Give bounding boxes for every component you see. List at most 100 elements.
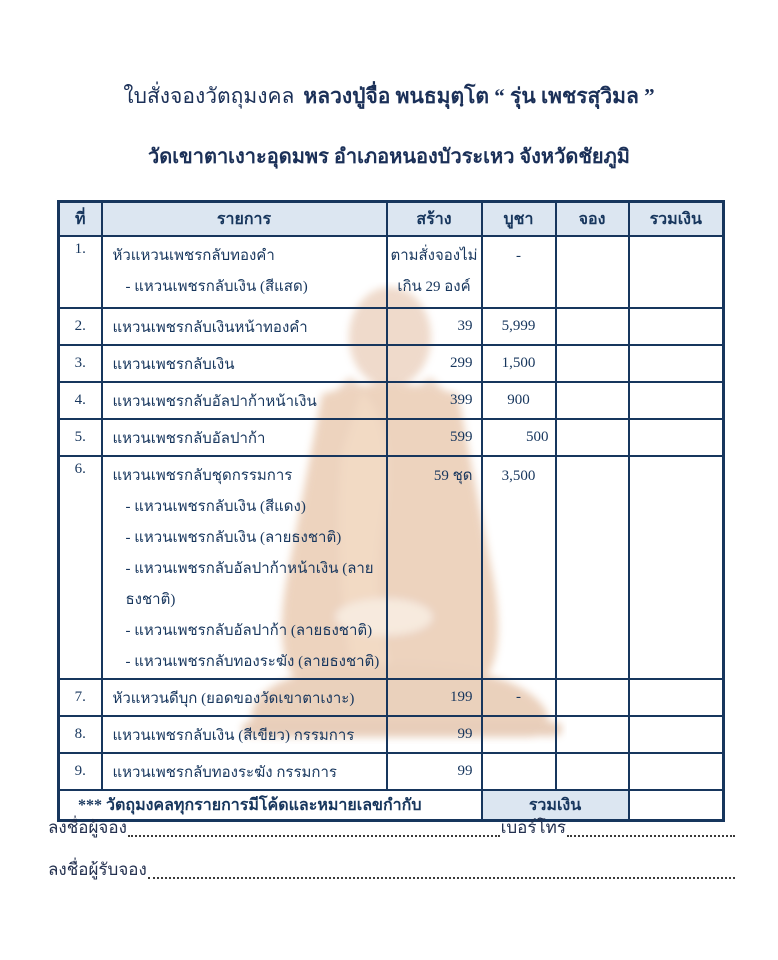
bucha-cell: 3,500	[480, 455, 557, 680]
bucha-value	[480, 752, 557, 791]
bucha-value: 500	[480, 418, 557, 457]
col-header-jong: จอง	[554, 200, 630, 237]
grand-total-label: รวมเงิน	[480, 789, 630, 822]
jong-cell	[554, 455, 630, 680]
item-label: หัวแหวนดีบุก (ยอดของวัดเขาตาเงาะ)	[100, 678, 388, 717]
jong-cell	[554, 418, 630, 457]
item-label: แหวนเพชรกลับเงิน (สีเขียว) กรรมการ	[100, 715, 388, 754]
total-cell	[627, 235, 725, 309]
col-header-no: ที่	[57, 200, 103, 237]
receiver-signature-label: ลงชื่อผู้รับจอง	[48, 860, 147, 879]
item-sub-label: - แหวนเพชรกลับเงิน (สีแดง)	[125, 499, 306, 515]
total-cell	[627, 381, 725, 420]
form-title-block: ใบสั่งจองวัตถุมงคล หลวงปู่จื่อ พนธมุตฺโต …	[0, 80, 778, 172]
bucha-value: -	[480, 678, 557, 717]
made-value: 39	[385, 307, 483, 346]
bucha-value: 1,500	[480, 344, 557, 383]
jong-cell	[554, 381, 630, 420]
bucha-cell: -	[480, 235, 557, 309]
item-cell: หัวแหวนเพชรกลับทองคำ - แหวนเพชรกลับเงิน …	[100, 235, 388, 309]
footer-note: *** วัตถุมงคลทุกรายการมีโค้ดและหมายเลขกำ…	[57, 789, 483, 822]
row-number: 9.	[57, 752, 103, 791]
table-row: 7. หัวแหวนดีบุก (ยอดของวัดเขาตาเงาะ) 199…	[57, 678, 725, 717]
form-title-name: หลวงปู่จื่อ พนธมุตฺโต “ รุ่น เพชรสุวิมล …	[303, 84, 655, 108]
made-value: 299	[385, 344, 483, 383]
jong-cell	[554, 715, 630, 754]
item-cell: แหวนเพชรกลับชุดกรรมการ - แหวนเพชรกลับเงิ…	[100, 455, 388, 680]
table-row: 4. แหวนเพชรกลับอัลปาก้าหน้าเงิน 399 900	[57, 381, 725, 420]
col-header-item: รายการ	[100, 200, 388, 237]
jong-cell	[554, 752, 630, 791]
item-sub-label: - แหวนเพชรกลับทองระฆัง (ลายธงชาติ)	[125, 654, 380, 670]
row-number: 2.	[57, 307, 103, 346]
table-row: 2. แหวนเพชรกลับเงินหน้าทองคำ 39 5,999	[57, 307, 725, 346]
total-cell	[627, 752, 725, 791]
jong-cell	[554, 235, 630, 309]
col-header-bucha: บูชา	[480, 200, 557, 237]
row-number: 8.	[57, 715, 103, 754]
bucha-value: 3,500	[501, 468, 536, 484]
item-sub-label: - แหวนเพชรกลับเงิน (สีแสด)	[125, 279, 308, 295]
total-cell	[627, 678, 725, 717]
item-sub-label: - แหวนเพชรกลับอัลปาก้าหน้าเงิน (ลายธงชาต…	[125, 561, 374, 608]
item-label: แหวนเพชรกลับอัลปาก้า	[100, 418, 388, 457]
col-header-total: รวมเงิน	[627, 200, 725, 237]
row-number: 1.	[57, 235, 103, 309]
made-value: 99	[385, 752, 483, 791]
total-cell	[627, 307, 725, 346]
item-label: แหวนเพชรกลับเงินหน้าทองคำ	[100, 307, 388, 346]
made-cell: 59 ชุด	[385, 455, 483, 680]
temple-subtitle: วัดเขาตาเงาะอุดมพร อำเภอหนองบัวระเหว จัง…	[148, 146, 630, 168]
made-line2: เกิน 29 องค์	[397, 279, 471, 295]
table-row: 9. แหวนเพชรกลับทองระฆัง กรรมการ 99	[57, 752, 725, 791]
made-value: 599	[385, 418, 483, 457]
made-value: 199	[385, 678, 483, 717]
jong-cell	[554, 344, 630, 383]
bucha-value: -	[516, 248, 521, 264]
item-label: แหวนเพชรกลับทองระฆัง กรรมการ	[100, 752, 388, 791]
item-sub-label: - แหวนเพชรกลับเงิน (ลายธงชาติ)	[125, 530, 342, 546]
total-cell	[627, 344, 725, 383]
row-number: 4.	[57, 381, 103, 420]
signature-section: ลงชื่อผู้จอง เบอร์โทร ลงชื่อผู้รับจอง	[48, 814, 736, 898]
bucha-value: 5,999	[480, 307, 557, 346]
form-title: ใบสั่งจองวัตถุมงคล หลวงปู่จื่อ พนธมุตฺโต …	[0, 80, 778, 113]
order-table: ที่ รายการ สร้าง บูชา จอง รวมเงิน 1. หัว…	[57, 200, 725, 822]
form-title-prefix: ใบสั่งจองวัตถุมงคล	[123, 84, 295, 108]
row-number: 3.	[57, 344, 103, 383]
booker-signature-label: ลงชื่อผู้จอง	[48, 818, 127, 837]
item-label: แหวนเพชรกลับชุดกรรมการ	[112, 468, 293, 484]
item-label: แหวนเพชรกลับอัลปาก้าหน้าเงิน	[100, 381, 388, 420]
jong-cell	[554, 678, 630, 717]
table-row: 5. แหวนเพชรกลับอัลปาก้า 599 500	[57, 418, 725, 457]
item-label: แหวนเพชรกลับเงิน	[100, 344, 388, 383]
total-cell	[627, 455, 725, 680]
receiver-signature-line	[147, 876, 735, 879]
made-cell: ตามสั่งจองไม่ เกิน 29 องค์	[385, 235, 483, 309]
bucha-value	[480, 715, 557, 754]
col-header-made: สร้าง	[385, 200, 483, 237]
phone-line	[567, 834, 735, 837]
booker-signature-line	[127, 834, 500, 837]
jong-cell	[554, 307, 630, 346]
grand-total-cell	[627, 789, 725, 822]
table-row: 1. หัวแหวนเพชรกลับทองคำ - แหวนเพชรกลับเง…	[57, 235, 725, 309]
row-number: 6.	[57, 455, 103, 680]
table-row: 3. แหวนเพชรกลับเงิน 299 1,500	[57, 344, 725, 383]
table-footer-row: *** วัตถุมงคลทุกรายการมีโค้ดและหมายเลขกำ…	[57, 789, 725, 822]
row-number: 7.	[57, 678, 103, 717]
row-number: 5.	[57, 418, 103, 457]
made-value: 59 ชุด	[433, 468, 473, 484]
made-value: 99	[385, 715, 483, 754]
table-row: 6. แหวนเพชรกลับชุดกรรมการ - แหวนเพชรกลับ…	[57, 455, 725, 680]
made-line1: ตามสั่งจองไม่	[390, 248, 478, 264]
phone-label: เบอร์โทร	[500, 818, 566, 837]
bucha-value: 900	[480, 381, 557, 420]
total-cell	[627, 418, 725, 457]
item-label: หัวแหวนเพชรกลับทองคำ	[112, 248, 275, 264]
table-row: 8. แหวนเพชรกลับเงิน (สีเขียว) กรรมการ 99	[57, 715, 725, 754]
receiver-signature-row: ลงชื่อผู้รับจอง	[48, 856, 736, 883]
table-header-row: ที่ รายการ สร้าง บูชา จอง รวมเงิน	[57, 200, 725, 237]
made-value: 399	[385, 381, 483, 420]
